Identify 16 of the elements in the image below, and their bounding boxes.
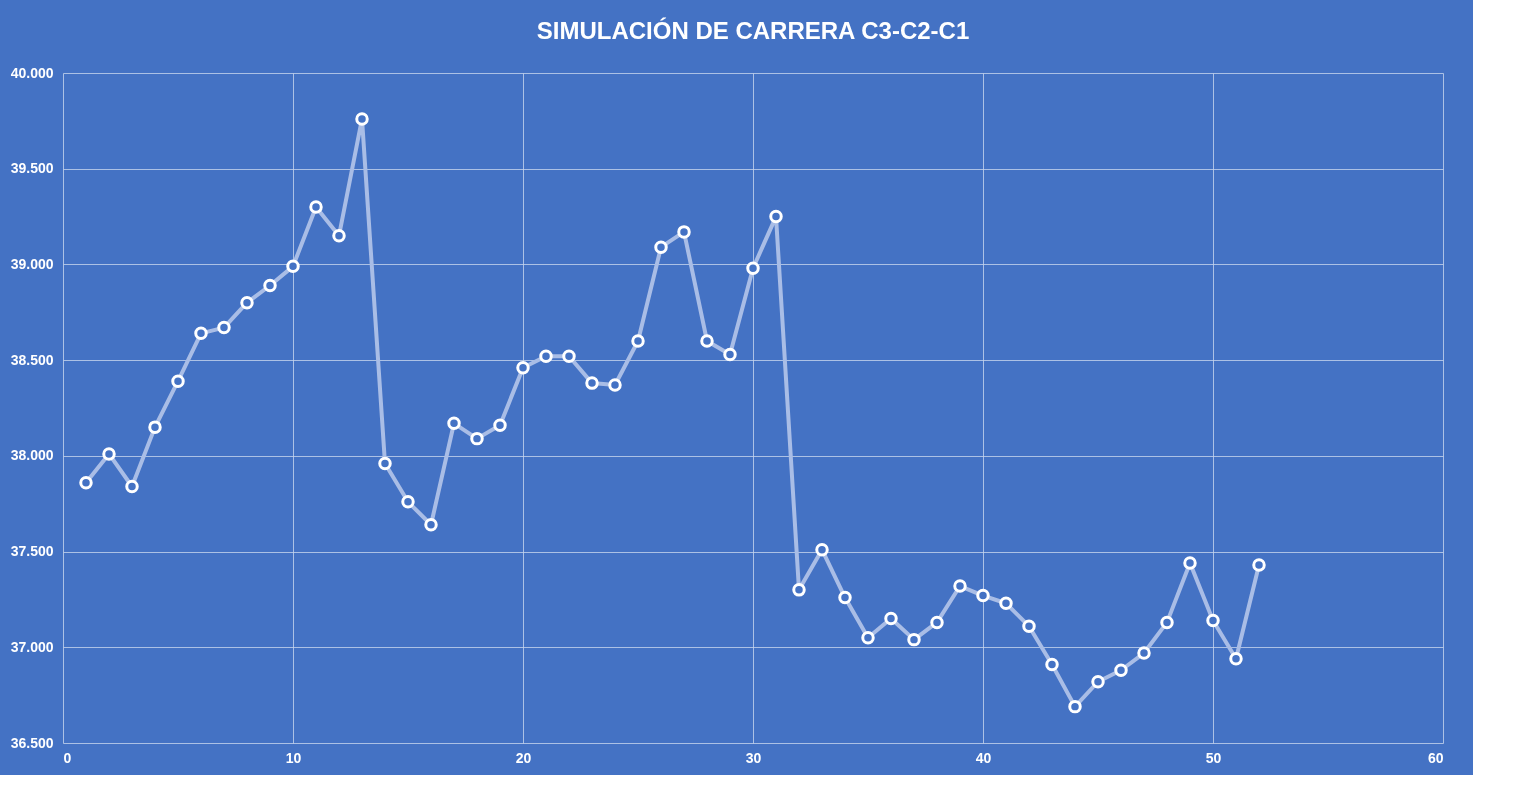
y-tick-label: 39.000 bbox=[10, 255, 54, 272]
x-tick-label: 30 bbox=[745, 749, 762, 766]
y-tick-label: 37.000 bbox=[10, 638, 54, 655]
y-tick-label: 38.000 bbox=[10, 447, 54, 464]
x-tick-label: 60 bbox=[1427, 749, 1444, 766]
y-tick-label: 36.500 bbox=[10, 734, 54, 751]
x-tick-label: 20 bbox=[515, 749, 532, 766]
chart-title: SIMULACIÓN DE CARRERA C3-C2-C1 bbox=[536, 17, 970, 44]
y-tick-label: 37.500 bbox=[10, 543, 54, 560]
x-tick-label: 40 bbox=[975, 749, 992, 766]
x-tick-label: 50 bbox=[1205, 749, 1222, 766]
y-tick-label: 38.500 bbox=[10, 351, 54, 368]
y-tick-label: 40.000 bbox=[10, 64, 54, 81]
y-tick-label: 39.500 bbox=[10, 160, 54, 177]
x-tick-label: 0 bbox=[63, 749, 72, 766]
x-tick-label: 10 bbox=[285, 749, 302, 766]
